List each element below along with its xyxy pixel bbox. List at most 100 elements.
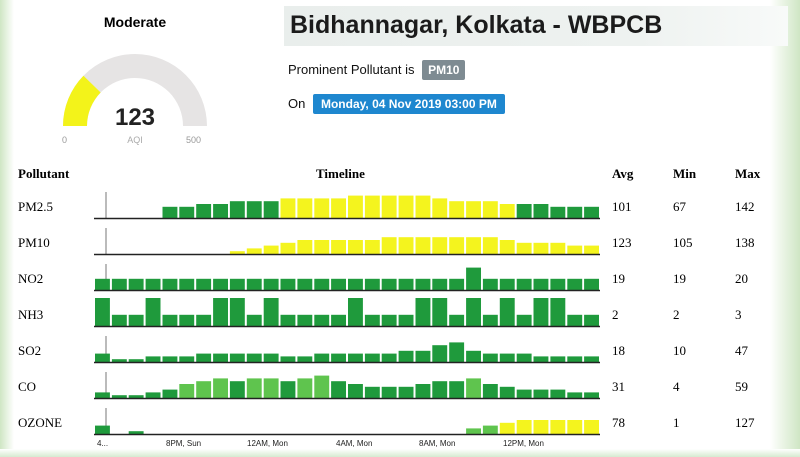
timeline-bar bbox=[229, 251, 245, 254]
timeline-bar bbox=[280, 356, 296, 362]
avg-value: 2 bbox=[612, 307, 619, 322]
timeline-bar bbox=[584, 206, 599, 218]
timeline-bar bbox=[196, 314, 212, 326]
avg-value: 123 bbox=[612, 235, 632, 250]
timeline-bar bbox=[567, 392, 583, 398]
timeline-bar bbox=[331, 314, 346, 326]
timeline-chart bbox=[94, 402, 600, 436]
timeline-bar bbox=[449, 237, 465, 254]
timeline-bar bbox=[449, 314, 465, 326]
avg-value: 101 bbox=[612, 199, 632, 214]
timeline-bar bbox=[449, 201, 465, 218]
timeline-bar bbox=[348, 353, 363, 362]
max-value: 47 bbox=[735, 343, 748, 358]
timeline-bar bbox=[263, 353, 279, 362]
gauge-min-label: 0 bbox=[62, 135, 68, 145]
timeline-bar bbox=[567, 206, 583, 218]
timeline-bar bbox=[95, 392, 110, 398]
timeline-bar bbox=[280, 314, 296, 326]
max-value: 20 bbox=[735, 271, 748, 286]
timeline-chart bbox=[94, 258, 600, 292]
timeline-bar bbox=[584, 392, 599, 398]
x-tick-label: 4AM, Mon bbox=[336, 439, 373, 448]
timeline-chart bbox=[94, 366, 600, 400]
timeline-bar bbox=[482, 314, 498, 326]
timeline-bar bbox=[128, 278, 144, 290]
timeline-bar bbox=[432, 381, 448, 398]
timeline-bar bbox=[162, 314, 178, 326]
avg-value: 19 bbox=[612, 271, 625, 286]
timeline-bar bbox=[263, 298, 279, 326]
col-header-max: Max bbox=[735, 166, 761, 181]
timeline-bar bbox=[196, 381, 212, 398]
timeline-bar bbox=[550, 389, 566, 398]
timeline-bar bbox=[499, 240, 515, 254]
timeline-bar bbox=[145, 356, 161, 362]
timeline-bar bbox=[162, 278, 178, 290]
timeline-bar bbox=[263, 378, 279, 398]
timeline-bar bbox=[499, 204, 515, 218]
timeline-bar bbox=[348, 298, 363, 326]
aqi-unit: AQI bbox=[127, 135, 143, 145]
timeline-bar bbox=[415, 195, 431, 218]
timeline-bar bbox=[263, 201, 279, 218]
timeline-bar bbox=[516, 353, 532, 362]
pollutant-name: PM10 bbox=[18, 235, 50, 250]
timeline-bar bbox=[499, 298, 515, 326]
prominent-pollutant-badge: PM10 bbox=[422, 60, 466, 80]
pollutant-name: NH3 bbox=[18, 307, 44, 322]
timeline-bar bbox=[314, 375, 330, 398]
timeline-bar bbox=[584, 278, 599, 290]
timeline-bar bbox=[364, 386, 380, 398]
timeline-bar bbox=[466, 298, 481, 326]
timeline-bar bbox=[314, 240, 330, 254]
timeline-bar bbox=[584, 245, 599, 254]
min-value: 2 bbox=[673, 307, 680, 322]
prominent-pollutant-label: Prominent Pollutant is bbox=[288, 62, 415, 77]
timeline-bar bbox=[415, 298, 431, 326]
max-value: 3 bbox=[735, 307, 742, 322]
timeline-bar bbox=[364, 353, 380, 362]
col-header-pollutant: Pollutant bbox=[18, 166, 70, 181]
timeline-bar bbox=[246, 248, 262, 254]
timeline-bar bbox=[482, 201, 498, 218]
timeline-bar bbox=[466, 267, 481, 290]
timeline-bar bbox=[331, 240, 346, 254]
timeline-bar bbox=[213, 353, 228, 362]
timeline-bar bbox=[179, 356, 195, 362]
timeline-bar bbox=[213, 278, 228, 290]
max-value: 127 bbox=[735, 415, 755, 430]
x-tick-label: 12PM, Mon bbox=[503, 439, 544, 448]
aqi-value: 123 bbox=[114, 104, 156, 131]
timeline-svg bbox=[94, 408, 600, 436]
timeline-chart bbox=[94, 330, 600, 364]
timeline-bar bbox=[499, 386, 515, 398]
timeline-bar bbox=[482, 237, 498, 254]
timeline-bar bbox=[533, 356, 549, 362]
timeline-bar bbox=[297, 278, 313, 290]
x-tick-label: 8PM, Sun bbox=[166, 439, 202, 448]
timeline-bar bbox=[415, 384, 431, 398]
timeline-bar bbox=[162, 356, 178, 362]
timeline-bar bbox=[111, 314, 127, 326]
timeline-svg bbox=[94, 228, 600, 256]
timeline-bar bbox=[297, 356, 313, 362]
pollutant-name: NO2 bbox=[18, 271, 44, 286]
timeline-bar bbox=[297, 240, 313, 254]
timeline-bar bbox=[533, 278, 549, 290]
timeline-bar bbox=[280, 198, 296, 218]
min-value: 105 bbox=[673, 235, 693, 250]
timeline-bar bbox=[128, 395, 144, 398]
timeline-bar bbox=[280, 278, 296, 290]
avg-value: 31 bbox=[612, 379, 625, 394]
timeline-svg bbox=[94, 192, 600, 220]
gauge-arc bbox=[63, 54, 207, 126]
timeline-bar bbox=[482, 425, 498, 434]
min-value: 4 bbox=[673, 379, 680, 394]
timeline-bar bbox=[196, 204, 212, 218]
max-value: 138 bbox=[735, 235, 755, 250]
timeline-bar bbox=[331, 198, 346, 218]
timeline-bar bbox=[398, 278, 414, 290]
timeline-bar bbox=[432, 298, 448, 326]
timeline-bar bbox=[246, 201, 262, 218]
